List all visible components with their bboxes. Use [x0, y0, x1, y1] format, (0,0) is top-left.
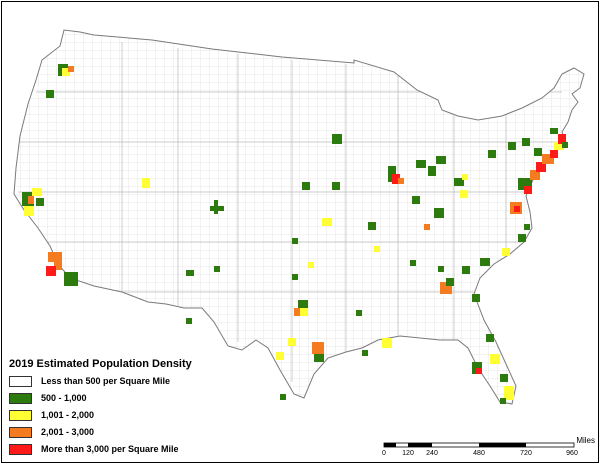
- scale-tick: 720: [520, 450, 532, 457]
- legend-item: 2,001 - 3,000: [9, 424, 219, 440]
- density-patches: [22, 64, 568, 404]
- scale-bar: Miles 0 120 240 480 720 960: [380, 436, 595, 462]
- scale-tick: 480: [473, 450, 485, 457]
- legend-label: 500 - 1,000: [41, 393, 87, 403]
- scale-bar-graphic: [383, 442, 575, 448]
- legend-swatch: [9, 409, 32, 421]
- map-legend: 2019 Estimated Population Density Less t…: [9, 358, 219, 458]
- scale-tick: 960: [566, 450, 578, 457]
- legend-label: 1,001 - 2,000: [41, 410, 95, 420]
- legend-swatch: [9, 375, 32, 387]
- legend-swatch: [9, 392, 32, 404]
- legend-label: 2,001 - 3,000: [41, 427, 95, 437]
- legend-item: 1,001 - 2,000: [9, 407, 219, 423]
- legend-title: 2019 Estimated Population Density: [9, 358, 192, 370]
- scale-tick: 0: [382, 450, 386, 457]
- scale-tick: 120: [402, 450, 414, 457]
- scale-tick: 240: [426, 450, 438, 457]
- legend-item: 500 - 1,000: [9, 390, 219, 406]
- legend-swatch: [9, 426, 32, 438]
- legend-item: More than 3,000 per Square Mile: [9, 441, 219, 457]
- legend-item: Less than 500 per Square Mile: [9, 373, 219, 389]
- scale-unit: Miles: [576, 436, 595, 445]
- legend-swatch: [9, 443, 32, 455]
- legend-label: More than 3,000 per Square Mile: [41, 444, 179, 454]
- legend-label: Less than 500 per Square Mile: [41, 376, 171, 386]
